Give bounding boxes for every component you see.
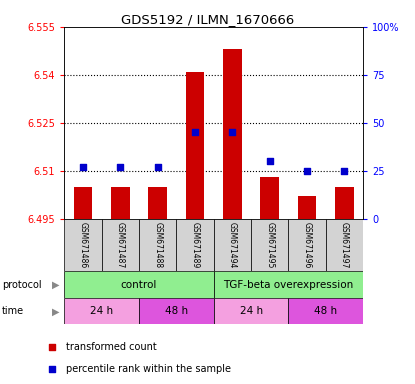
Bar bbox=[111, 187, 130, 219]
Point bbox=[229, 129, 236, 136]
Bar bbox=[176, 219, 214, 271]
Bar bbox=[288, 219, 326, 271]
Text: transformed count: transformed count bbox=[66, 342, 157, 352]
Text: GSM671494: GSM671494 bbox=[228, 222, 237, 268]
Bar bbox=[298, 197, 317, 219]
Text: GSM671489: GSM671489 bbox=[190, 222, 200, 268]
Text: GSM671495: GSM671495 bbox=[265, 222, 274, 268]
Bar bbox=[214, 219, 251, 271]
Text: GDS5192 / ILMN_1670666: GDS5192 / ILMN_1670666 bbox=[121, 13, 294, 26]
Text: time: time bbox=[2, 306, 24, 316]
Text: GSM671497: GSM671497 bbox=[340, 222, 349, 268]
Text: GSM671488: GSM671488 bbox=[153, 222, 162, 268]
Bar bbox=[214, 271, 363, 298]
Point bbox=[266, 158, 273, 164]
Bar bbox=[326, 219, 363, 271]
Point bbox=[49, 344, 56, 350]
Bar bbox=[149, 187, 167, 219]
Point bbox=[49, 366, 56, 372]
Text: 48 h: 48 h bbox=[165, 306, 188, 316]
Point bbox=[304, 168, 310, 174]
Text: percentile rank within the sample: percentile rank within the sample bbox=[66, 364, 231, 374]
Bar bbox=[335, 187, 354, 219]
Bar bbox=[64, 271, 214, 298]
Bar bbox=[261, 177, 279, 219]
Point bbox=[80, 164, 86, 170]
Point bbox=[154, 164, 161, 170]
Bar bbox=[64, 219, 102, 271]
Point bbox=[192, 129, 198, 136]
Text: ▶: ▶ bbox=[52, 280, 60, 290]
Bar bbox=[288, 298, 363, 324]
Text: ▶: ▶ bbox=[52, 306, 60, 316]
Text: control: control bbox=[121, 280, 157, 290]
Text: GSM671486: GSM671486 bbox=[78, 222, 88, 268]
Text: 48 h: 48 h bbox=[314, 306, 337, 316]
Bar bbox=[214, 298, 288, 324]
Text: 24 h: 24 h bbox=[239, 306, 263, 316]
Bar bbox=[139, 219, 176, 271]
Text: 24 h: 24 h bbox=[90, 306, 113, 316]
Point bbox=[341, 168, 348, 174]
Bar bbox=[251, 219, 288, 271]
Text: GSM671496: GSM671496 bbox=[303, 222, 312, 268]
Bar bbox=[186, 72, 205, 219]
Bar bbox=[102, 219, 139, 271]
Bar bbox=[223, 49, 242, 219]
Bar bbox=[74, 187, 93, 219]
Text: TGF-beta overexpression: TGF-beta overexpression bbox=[223, 280, 354, 290]
Bar bbox=[64, 298, 139, 324]
Point bbox=[117, 164, 124, 170]
Text: GSM671487: GSM671487 bbox=[116, 222, 125, 268]
Bar bbox=[139, 298, 214, 324]
Text: protocol: protocol bbox=[2, 280, 42, 290]
